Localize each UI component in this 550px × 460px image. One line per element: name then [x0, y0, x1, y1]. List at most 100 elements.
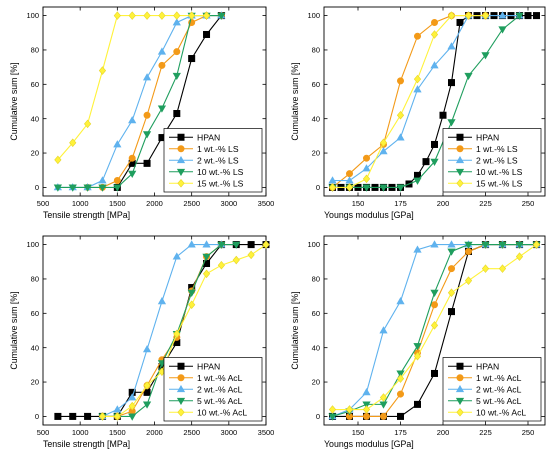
x-tick-label: 175	[394, 199, 407, 208]
x-tick-label: 2000	[146, 199, 163, 208]
y-tick-label: 40	[31, 114, 39, 123]
data-point	[447, 119, 456, 127]
data-point	[396, 374, 405, 383]
data-point	[481, 241, 490, 249]
y-tick-label: 20	[312, 378, 320, 387]
data-point	[362, 405, 371, 414]
legend-marker	[177, 407, 185, 417]
data-point	[439, 111, 447, 119]
series-4	[328, 241, 541, 421]
data-point	[430, 240, 439, 248]
data-point	[379, 147, 388, 155]
legend-label: HPAN	[197, 361, 220, 371]
legend-marker	[177, 133, 185, 141]
series-line	[87, 15, 222, 188]
legend-marker	[177, 178, 185, 188]
data-point	[498, 264, 507, 273]
data-point	[413, 177, 422, 185]
y-axis-label: Cumulative sum [%]	[9, 62, 19, 140]
data-point	[83, 184, 92, 192]
y-tick-label: 40	[31, 343, 39, 352]
x-axis-label: Youngs modulus [GPa]	[324, 210, 414, 220]
data-point	[128, 11, 136, 20]
data-point	[524, 12, 532, 20]
data-point	[113, 184, 122, 192]
y-tick-label: 100	[26, 11, 39, 20]
data-point	[430, 158, 439, 166]
data-point	[143, 111, 151, 119]
chart-panel-2: 150 175 200 225 250 0 20 40 60 80 100 Youngs modulu…	[290, 6, 546, 220]
data-point	[172, 252, 181, 260]
data-point	[396, 370, 405, 378]
legend-label: HPAN	[476, 361, 499, 371]
data-point	[447, 42, 456, 50]
y-tick-label: 100	[307, 240, 320, 249]
data-point	[362, 174, 371, 184]
data-point	[362, 388, 371, 396]
data-point	[173, 329, 181, 339]
x-axis-label: Youngs modulus [GPa]	[324, 439, 414, 449]
data-point	[98, 66, 107, 75]
series-line	[332, 15, 486, 188]
legend-marker	[176, 155, 186, 164]
x-tick-label: 3500	[258, 199, 275, 208]
data-point	[142, 131, 152, 139]
x-axis-label: Tensile strength [MPa]	[43, 439, 130, 449]
data-point	[447, 265, 455, 273]
legend-label: 2 wt.-% LS	[197, 155, 239, 165]
data-point	[447, 288, 456, 297]
data-point	[202, 269, 211, 279]
series-1	[113, 12, 225, 191]
data-point	[188, 11, 196, 20]
data-point	[379, 326, 388, 334]
data-point	[345, 405, 354, 414]
legend-label: 2 wt.-% LS	[476, 155, 518, 165]
data-point	[143, 11, 151, 20]
data-point	[142, 73, 152, 81]
data-point	[217, 241, 226, 249]
data-point	[98, 184, 107, 192]
data-point	[247, 241, 255, 249]
data-point	[247, 250, 255, 260]
x-tick-label: 1000	[72, 428, 89, 437]
x-tick-label: 1500	[109, 199, 126, 208]
data-point	[128, 401, 136, 411]
legend-label: 10 wt.-% AcL	[197, 407, 247, 417]
series-5	[328, 11, 490, 192]
legend-label: 15 wt.-% LS	[197, 178, 244, 188]
data-point	[328, 405, 337, 414]
data-point	[157, 105, 167, 113]
data-point	[430, 30, 439, 39]
legend-label: 10 wt.-% LS	[476, 167, 523, 177]
data-point	[202, 11, 211, 20]
y-tick-label: 40	[312, 114, 320, 123]
data-point	[413, 400, 421, 408]
data-point	[203, 30, 211, 38]
data-point	[345, 183, 354, 192]
legend-label: 2 wt.-% AcL	[197, 384, 243, 394]
x-tick-label: 250	[522, 199, 535, 208]
y-tick-label: 0	[316, 412, 320, 421]
data-point	[396, 133, 405, 141]
data-point	[328, 183, 337, 192]
series-5	[98, 240, 270, 421]
data-point	[498, 11, 507, 19]
legend-label: HPAN	[476, 132, 499, 142]
data-point	[413, 245, 422, 253]
chart-panel-1: 500 1000 1500 2000 2500 3000 3500 0 20 40 60 80 100 T…	[9, 6, 275, 220]
legend-label: 5 wt.-% AcL	[476, 396, 522, 406]
y-tick-label: 20	[312, 149, 320, 158]
data-point	[464, 247, 472, 255]
data-point	[328, 176, 337, 184]
data-point	[232, 255, 240, 265]
x-tick-label: 1500	[109, 428, 126, 437]
x-tick-label: 500	[37, 199, 50, 208]
data-point	[142, 345, 152, 353]
x-tick-label: 200	[437, 199, 450, 208]
data-point	[515, 12, 524, 20]
series-line	[102, 244, 237, 417]
data-point	[98, 412, 107, 421]
legend-label: 1 wt.-% AcL	[197, 373, 243, 383]
data-point	[232, 241, 241, 249]
